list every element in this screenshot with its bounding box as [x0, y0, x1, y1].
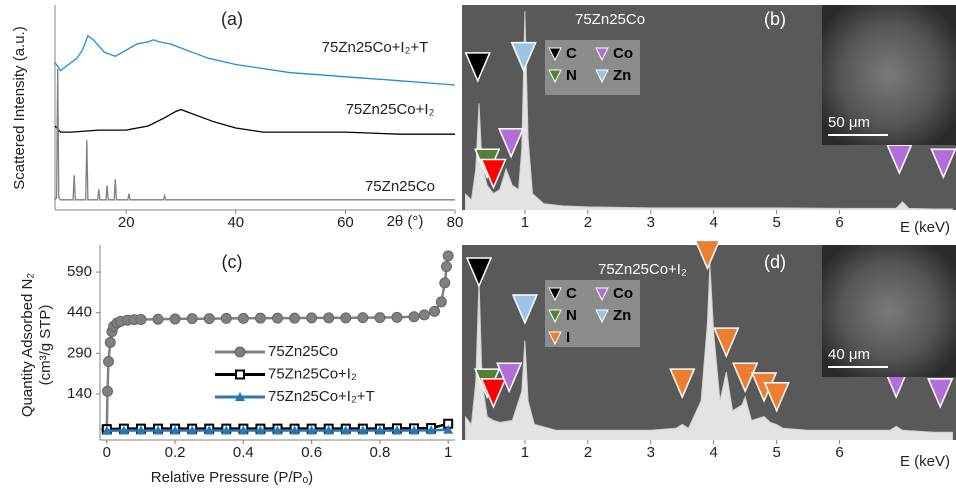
point — [419, 310, 429, 320]
panel-subtitle: 75Zn25Co — [575, 11, 645, 28]
point — [324, 313, 334, 323]
y-tick-label: 440 — [67, 304, 92, 321]
legend-label: 75Zn25Co — [268, 343, 338, 360]
point — [255, 313, 265, 323]
x-tick-label: 20 — [118, 214, 135, 231]
x-tick-label: 0.2 — [165, 444, 186, 461]
x-tick-label: 40 — [227, 214, 244, 231]
x-tick-label: 80 — [447, 214, 464, 231]
point — [290, 313, 300, 323]
panel-title: (c) — [222, 252, 243, 272]
legend-label: N — [566, 307, 577, 324]
figure: 204060802θ (°)Scattered Intensity (a.u.)… — [0, 0, 956, 488]
legend-label: Zn — [613, 307, 631, 324]
point — [187, 314, 197, 324]
x-tick-label: 0.8 — [369, 444, 390, 461]
panel-title: (b) — [764, 9, 786, 29]
y-axis-label: Scattered Intensity (a.u.) — [11, 26, 28, 189]
panel-subtitle: 75Zn25Co+I₂ — [598, 261, 687, 278]
point — [392, 312, 402, 322]
x-tick-label: 0.4 — [233, 444, 254, 461]
point — [204, 314, 214, 324]
x-tick-label: 6 — [835, 214, 843, 231]
x-axis-label: E (keV) — [900, 453, 950, 470]
x-tick-label: 1 — [521, 444, 529, 461]
point — [105, 338, 115, 348]
point — [441, 262, 451, 272]
point — [273, 313, 283, 323]
point — [436, 297, 446, 307]
point — [103, 386, 113, 396]
point — [341, 313, 351, 323]
point — [358, 313, 368, 323]
point — [409, 312, 419, 322]
x-tick-label: 4 — [710, 444, 718, 461]
legend-label: C — [566, 285, 577, 302]
series-label: 75Zn25Co+I₂+T — [322, 39, 429, 56]
y-tick-label: 140 — [67, 385, 92, 402]
legend-label: 75Zn25Co+I₂ — [268, 365, 357, 382]
panel-title: (d) — [764, 252, 786, 272]
point — [136, 314, 146, 324]
x-tick-label: 1 — [521, 214, 529, 231]
legend-label: 75Zn25Co+I₂+T — [268, 388, 375, 405]
point — [375, 313, 385, 323]
point — [170, 314, 180, 324]
point — [236, 371, 244, 379]
x-tick-label: 5 — [772, 214, 780, 231]
legend-label: Zn — [613, 67, 631, 84]
x-tick-label: 3 — [647, 444, 655, 461]
y-axis-label: (cm³/g STP) — [37, 305, 54, 386]
x-axis-label: 2θ (°) — [387, 213, 424, 230]
series-label: 75Zn25Co+I₂ — [346, 101, 435, 118]
point — [430, 306, 440, 316]
x-tick-label: 1 — [444, 444, 452, 461]
scale-bar-label: 50 μm — [828, 114, 870, 131]
x-tick-label: 4 — [710, 214, 718, 231]
legend-label: I — [566, 329, 570, 346]
panel-title: (a) — [221, 9, 243, 29]
legend-label: Co — [613, 45, 633, 62]
y-axis-label: Quantity Adsorbed N₂ — [19, 273, 36, 417]
legend-label: C — [566, 45, 577, 62]
x-tick-label: 3 — [647, 214, 655, 231]
point — [307, 313, 317, 323]
legend-label: Co — [613, 285, 633, 302]
x-tick-label: 60 — [337, 214, 354, 231]
point — [153, 314, 163, 324]
point — [235, 347, 245, 357]
x-tick-label: 2 — [584, 214, 592, 231]
y-tick-label: 290 — [67, 344, 92, 361]
point — [221, 313, 231, 323]
x-axis-label: Relative Pressure (P/Pₒ) — [151, 469, 313, 486]
x-axis-label: E (keV) — [900, 219, 950, 236]
x-tick-label: 0.6 — [301, 444, 322, 461]
point — [238, 313, 248, 323]
x-tick-label: 2 — [584, 444, 592, 461]
point — [443, 251, 453, 261]
x-tick-label: 6 — [835, 444, 843, 461]
x-tick-label: 5 — [772, 444, 780, 461]
x-tick-label: 0 — [103, 444, 111, 461]
series-label: 75Zn25Co — [365, 178, 435, 195]
scale-bar-label: 40 μm — [828, 346, 870, 363]
point — [104, 356, 114, 366]
point — [440, 278, 450, 288]
y-tick-label: 590 — [67, 263, 92, 280]
legend-label: N — [566, 67, 577, 84]
